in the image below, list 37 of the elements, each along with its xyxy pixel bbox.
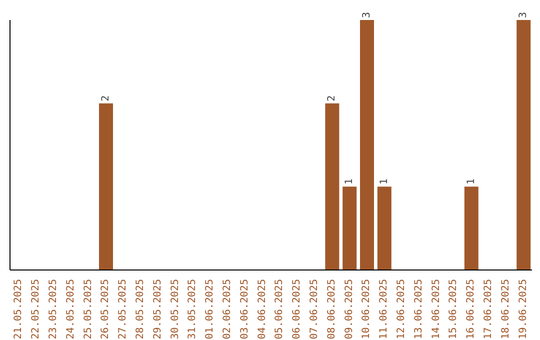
x-tick-label: 13.06.2025	[413, 279, 424, 340]
x-tick-label: 21.05.2025	[13, 279, 24, 340]
x-tick-label: 16.06.2025	[466, 279, 477, 340]
x-tick-label: 24.05.2025	[65, 279, 76, 340]
data-label: 2	[100, 95, 112, 102]
x-tick-label: 05.06.2025	[274, 279, 286, 340]
x-tick-label: 31.05.2025	[187, 279, 198, 340]
x-tick-label: 15.06.2025	[448, 279, 460, 340]
x-tick-label: 12.06.2025	[396, 279, 407, 340]
x-tick-label: 23.05.2025	[48, 279, 59, 340]
x-tick-label: 01.06.2025	[204, 279, 216, 340]
x-tick-label: 27.05.2025	[118, 279, 129, 340]
data-label: 1	[344, 178, 356, 185]
data-label: 1	[466, 178, 477, 185]
x-tick-label: 07.06.2025	[309, 279, 320, 340]
x-tick-label: 03.06.2025	[239, 279, 250, 340]
x-tick-label: 11.06.2025	[378, 279, 390, 340]
x-tick-label: 25.05.2025	[82, 279, 94, 340]
x-tick-label: 22.05.2025	[30, 279, 42, 340]
x-tick-label: 14.06.2025	[430, 279, 442, 340]
x-tick-label: 17.06.2025	[483, 279, 494, 340]
x-tick-label: 10.06.2025	[361, 279, 372, 340]
x-tick-label: 04.06.2025	[256, 279, 268, 340]
x-tick-label: 29.05.2025	[152, 279, 164, 340]
data-label: 1	[378, 178, 390, 185]
x-tick-label: 02.06.2025	[222, 279, 233, 340]
x-tick-label: 19.06.2025	[518, 279, 529, 340]
x-tick-label: 26.05.2025	[100, 279, 112, 340]
x-tick-label: 18.06.2025	[500, 279, 512, 340]
x-tick-label: 28.05.2025	[135, 279, 146, 340]
x-tick-label: 06.06.2025	[292, 279, 303, 340]
data-label: 2	[326, 95, 338, 102]
data-label: 3	[362, 12, 372, 18]
x-tick-label: 09.06.2025	[344, 279, 355, 340]
x-tick-label: 08.06.2025	[326, 279, 338, 340]
data-label: 3	[518, 12, 530, 18]
x-tick-label: 30.05.2025	[170, 279, 181, 340]
